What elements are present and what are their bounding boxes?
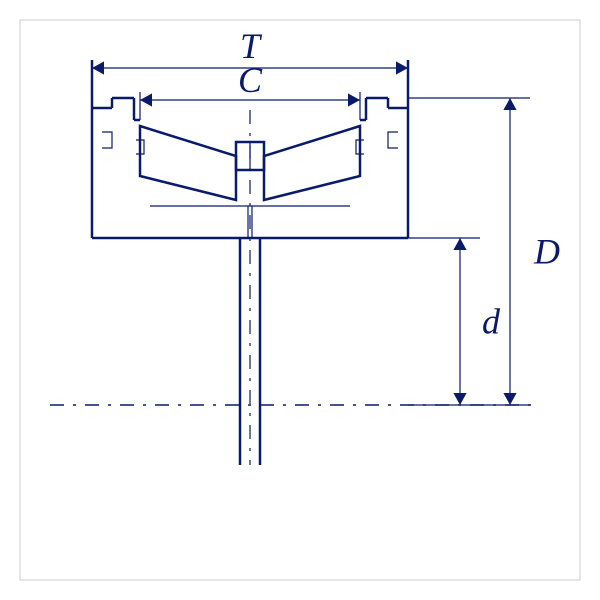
label-D: D bbox=[533, 232, 560, 272]
label-d: d bbox=[482, 302, 501, 342]
label-C: C bbox=[238, 60, 263, 100]
